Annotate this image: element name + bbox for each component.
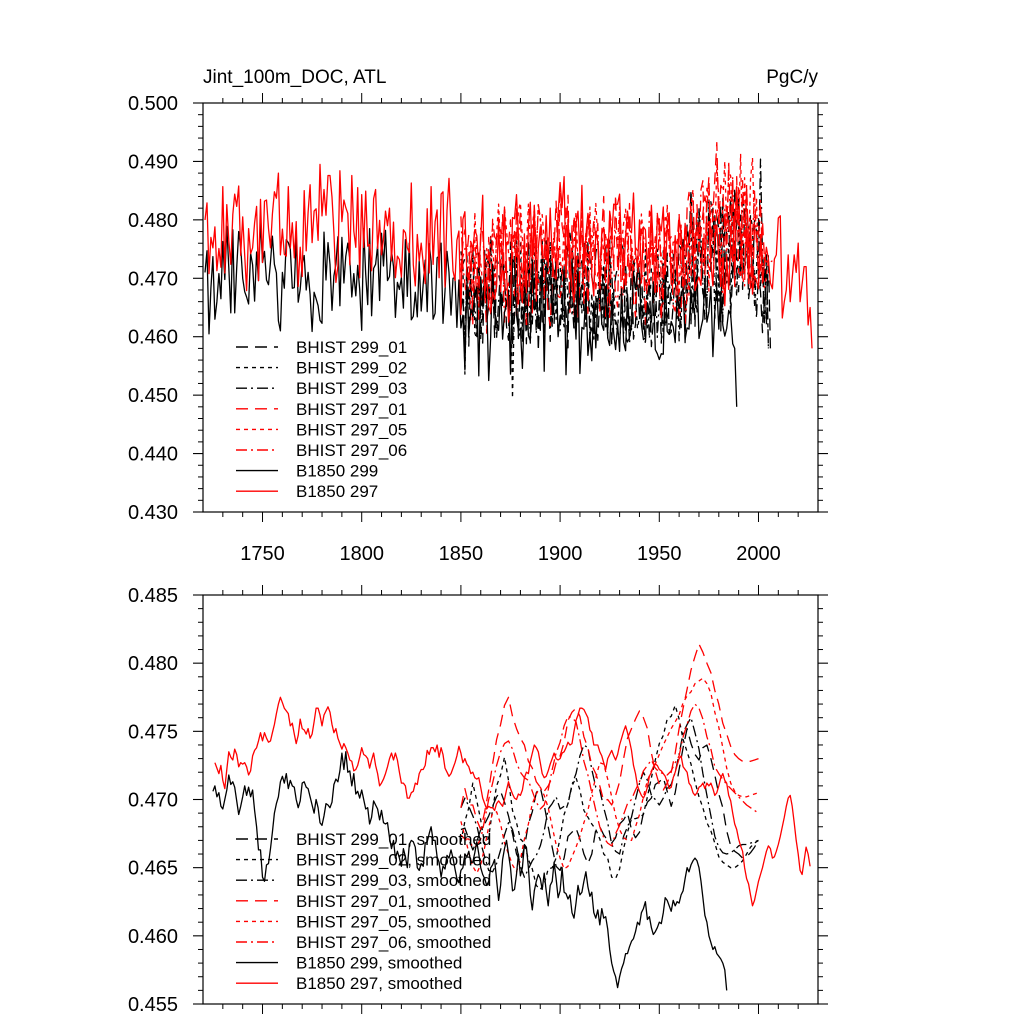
legend-label-bhist-299-03: BHIST 299_03	[296, 379, 407, 398]
series-line-b1850-299-smoothed	[212, 751, 728, 991]
top-series-group	[204, 142, 813, 407]
legend-label-bhist-297-05: BHIST 297_05	[296, 420, 407, 439]
legend-label-bhist-299-02-smoothed: BHIST 299_02, smoothed	[296, 851, 491, 870]
x-tick-label: 1950	[637, 543, 682, 565]
x-tick-label: 2000	[736, 543, 781, 565]
y-tick-label: 0.465	[128, 858, 178, 880]
series-line-bhist-297-01-smoothed	[460, 643, 759, 831]
x-tick-label: 1900	[538, 543, 583, 565]
y-tick-label: 0.470	[128, 790, 178, 812]
legend-label-bhist-297-05-smoothed: BHIST 297_05, smoothed	[296, 912, 491, 931]
legend-label-b1850-297-smoothed: B1850 297, smoothed	[296, 974, 462, 993]
series-line-bhist-299-01	[460, 186, 772, 352]
bottom-axes: 0.455 0.460 0.465 0.470 0.475 0.480 0.485	[128, 585, 828, 1016]
legend-label-bhist-297-06: BHIST 297_06	[296, 441, 407, 460]
top-chart-units: PgC/y	[766, 67, 818, 88]
series-line-bhist-297-06	[460, 160, 769, 324]
legend-label-bhist-299-02: BHIST 299_02	[296, 359, 407, 378]
series-line-bhist-297-05-smoothed	[460, 677, 759, 874]
top-chart-title: Jint_100m_DOC, ATL	[203, 67, 386, 88]
legend-label-b1850-299: B1850 299	[296, 462, 378, 481]
bottom-panel: 0.455 0.460 0.465 0.470 0.475 0.480 0.485 BHIS…	[128, 585, 828, 1016]
y-tick-label: 0.490	[128, 151, 178, 173]
y-tick-label: 0.485	[128, 585, 178, 607]
y-tick-label: 0.480	[128, 653, 178, 675]
legend-label-b1850-297: B1850 297	[296, 482, 378, 501]
top-axes: 0.430 0.440 0.450 0.460 0.470 0.480 0.490 0.500…	[128, 93, 828, 565]
y-tick-label: 0.440	[128, 444, 178, 466]
series-line-bhist-299-02-smoothed	[460, 704, 759, 891]
x-tick-label: 1850	[439, 543, 484, 565]
y-tick-label: 0.470	[128, 268, 178, 290]
y-tick-label: 0.450	[128, 385, 178, 407]
y-tick-label: 0.460	[128, 926, 178, 948]
x-tick-label: 1750	[240, 543, 285, 565]
bottom-series-group	[212, 643, 811, 991]
series-line-b1850-297-smoothed	[214, 696, 811, 907]
series-line-b1850-299	[204, 220, 738, 407]
series-line-bhist-299-03-smoothed	[460, 717, 759, 878]
legend-label-b1850-299-smoothed: B1850 299, smoothed	[296, 954, 462, 973]
series-line-b1850-297	[204, 163, 813, 349]
top-plot-frame	[202, 102, 819, 513]
y-tick-label: 0.430	[128, 502, 178, 524]
bottom-legend: BHIST 299_01, smoothed BHIST 299_02, smoo…	[236, 830, 491, 993]
legend-label-bhist-297-06-smoothed: BHIST 297_06, smoothed	[296, 933, 491, 952]
legend-label-bhist-299-01: BHIST 299_01	[296, 338, 407, 357]
top-panel: Jint_100m_DOC, ATL PgC/y 0.430 0.440 0.450…	[128, 67, 828, 565]
y-tick-label: 0.460	[128, 327, 178, 349]
y-tick-label: 0.455	[128, 994, 178, 1016]
legend-label-bhist-297-01-smoothed: BHIST 297_01, smoothed	[296, 892, 491, 911]
y-tick-label: 0.475	[128, 721, 178, 743]
x-tick-label: 1800	[339, 543, 384, 565]
legend-label-bhist-299-03-smoothed: BHIST 299_03, smoothed	[296, 871, 491, 890]
legend-label-bhist-297-01: BHIST 297_01	[296, 400, 407, 419]
series-line-bhist-299-01-smoothed	[460, 727, 760, 872]
y-tick-label: 0.500	[128, 93, 178, 115]
series-line-bhist-297-06-smoothed	[460, 703, 759, 848]
y-tick-label: 0.480	[128, 210, 178, 232]
series-line-bhist-299-02	[460, 201, 770, 399]
legend-label-bhist-299-01-smoothed: BHIST 299_01, smoothed	[296, 830, 491, 849]
